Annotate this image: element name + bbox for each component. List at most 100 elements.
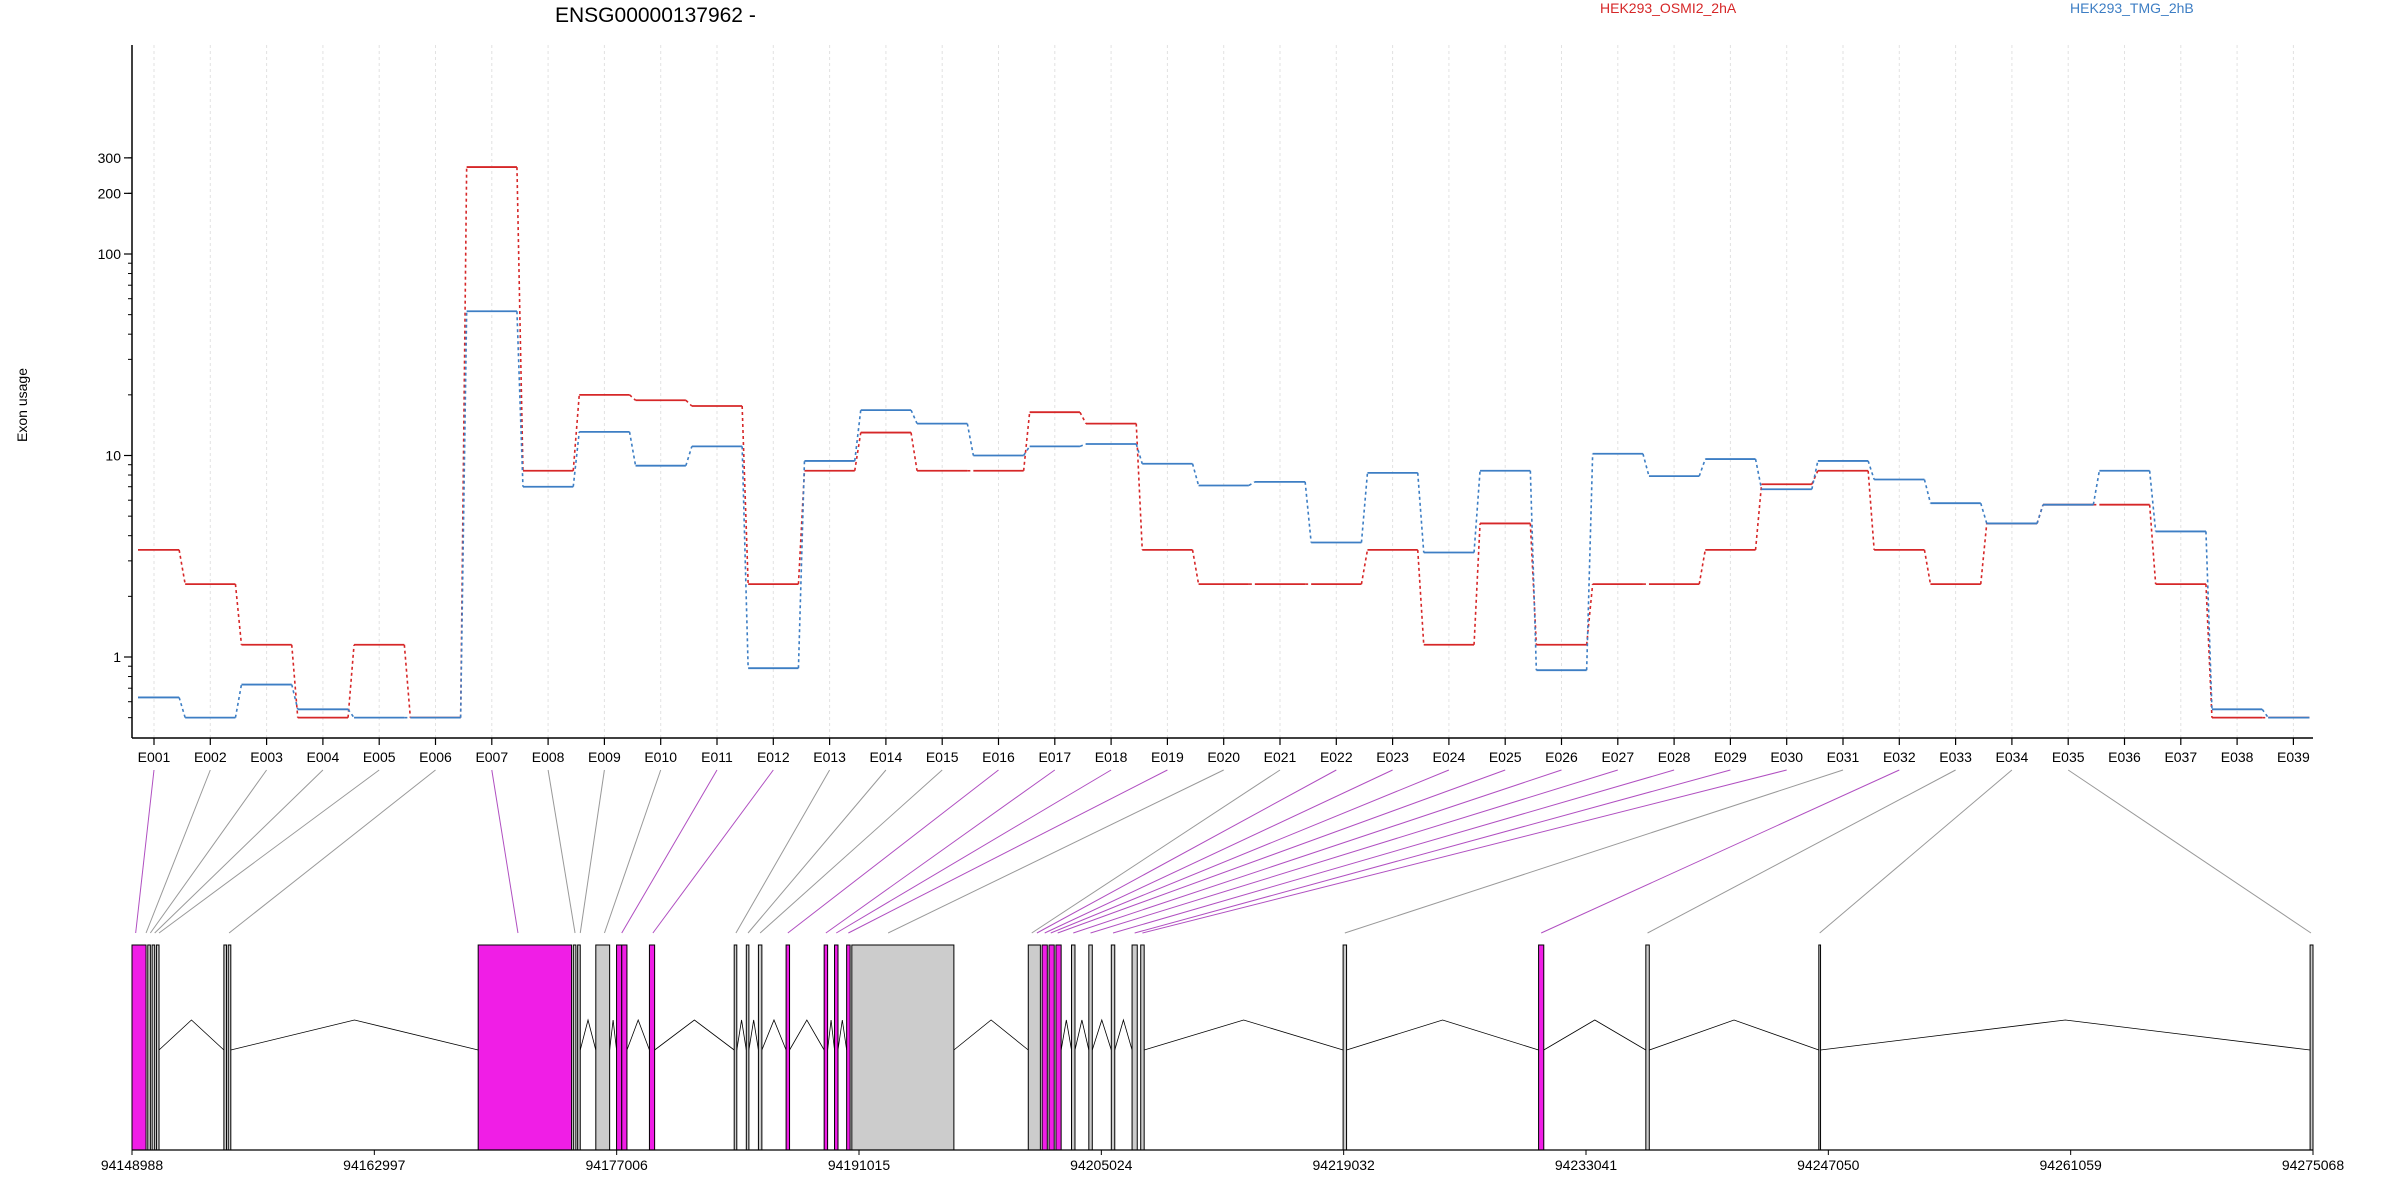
exon-connector: [228, 769, 436, 934]
series-transition: [1191, 463, 1200, 486]
exon-connector: [621, 769, 718, 934]
series-transition: [1416, 549, 1425, 645]
series-transition: [1642, 453, 1650, 477]
x-tick-label: E020: [1207, 749, 1240, 765]
exon: [1110, 944, 1116, 1151]
exon: [223, 944, 227, 1151]
y-tick-label: 200: [98, 185, 122, 201]
exon-connector: [1036, 769, 1337, 934]
intron: [626, 1018, 650, 1051]
x-axis: E001 E002 E003 E004 E005 E006 E007 E008 E009 E010…: [132, 737, 2313, 765]
intron: [654, 1019, 735, 1051]
series-transition: [516, 167, 524, 471]
series-transition: [459, 311, 468, 718]
x-tick-label: E001: [138, 749, 171, 765]
series-transition: [1360, 472, 1369, 543]
exon-connector: [149, 769, 268, 934]
x-tick-label: E011: [701, 749, 733, 765]
series-transition: [234, 584, 243, 645]
series-transition: [741, 446, 749, 669]
exon-highlighted: [1041, 944, 1048, 1151]
exon-connector: [135, 769, 155, 934]
intron: [1074, 1019, 1090, 1051]
x-tick-label: E017: [1038, 749, 1071, 765]
x-tick-label: E025: [1489, 749, 1522, 765]
series-transition: [347, 708, 355, 719]
exon-connector: [1050, 769, 1450, 934]
series-transition: [1811, 460, 1819, 490]
exon-highlighted: [648, 944, 656, 1151]
coord-tick-label: 94219032: [1313, 1157, 1376, 1173]
genomic-coordinate-axis: 94148988 94162997 94177006 94191015 94205024…: [101, 1149, 2345, 1173]
exon: [147, 944, 151, 1151]
y-axis: 1 10 100 200 300: [98, 45, 133, 738]
x-tick-label: E004: [307, 749, 340, 765]
exon: [1342, 944, 1348, 1151]
exon-connector: [1112, 769, 1675, 934]
series-transition: [1585, 453, 1594, 671]
exon-highlighted: [131, 944, 147, 1151]
exon-connector: [1134, 769, 1731, 934]
series-transition: [403, 644, 412, 718]
coord-tick-label: 94162997: [343, 1157, 406, 1173]
series-transition: [1698, 458, 1707, 477]
exon-highlighted: [823, 944, 829, 1151]
x-tick-label: E005: [363, 749, 396, 765]
exon-connector: [158, 769, 380, 934]
series-transition: [459, 167, 468, 718]
series-transition: [1022, 445, 1031, 456]
exon: [757, 944, 763, 1151]
exon-connector: [1819, 769, 2013, 934]
series-transition: [1079, 411, 1087, 424]
series-transition: [178, 549, 186, 585]
series-transition: [1416, 472, 1425, 553]
exon-connector: [735, 769, 831, 934]
exon-connector: [1142, 769, 1787, 934]
series-transition: [910, 409, 918, 424]
series-transition: [2148, 504, 2157, 585]
x-tick-label: E012: [757, 749, 790, 765]
exon-connector: [787, 769, 999, 934]
exon: [1131, 944, 1138, 1151]
intron: [1346, 1019, 1539, 1051]
series-transition: [2036, 504, 2044, 524]
x-tick-label: E018: [1095, 749, 1128, 765]
series-transition: [628, 431, 637, 466]
exon: [577, 944, 581, 1151]
x-tick-label: E008: [532, 749, 565, 765]
intron: [1091, 1018, 1112, 1051]
x-tick-label: E006: [419, 749, 452, 765]
x-tick-label: E038: [2221, 749, 2254, 765]
coord-tick-label: 94247050: [1797, 1157, 1860, 1173]
intron: [827, 1019, 835, 1051]
intron: [1649, 1019, 1819, 1051]
exon-highlighted: [846, 944, 851, 1151]
exon-connector: [1031, 769, 1281, 934]
series-transition: [1191, 549, 1200, 585]
exon: [733, 944, 738, 1151]
exon-connector: [1090, 769, 1618, 934]
exon-highlighted: [834, 944, 839, 1151]
x-tick-label: E031: [1827, 749, 1860, 765]
series-transition: [290, 684, 299, 710]
exon: [1140, 944, 1145, 1151]
exon: [1818, 944, 1822, 1151]
series-transition: [234, 684, 243, 718]
x-tick-label: E021: [1264, 749, 1297, 765]
x-tick-label: E037: [2164, 749, 2197, 765]
series-transition: [797, 470, 806, 585]
coord-tick-label: 94275068: [2282, 1157, 2345, 1173]
coord-tick-label: 94233041: [1555, 1157, 1618, 1173]
series-transition: [1979, 523, 1988, 585]
exon-connector: [603, 769, 662, 934]
exon-highlighted: [1048, 944, 1055, 1151]
exon-connector: [145, 769, 211, 934]
series-transition: [629, 394, 637, 401]
exon-connector: [1073, 769, 1562, 934]
intron: [579, 1018, 597, 1051]
coord-tick-label: 94205024: [1070, 1157, 1133, 1173]
series-transition: [2092, 470, 2101, 505]
x-tick-label: E003: [250, 749, 283, 765]
intron: [736, 1019, 747, 1051]
x-tick-label: E039: [2277, 749, 2310, 765]
